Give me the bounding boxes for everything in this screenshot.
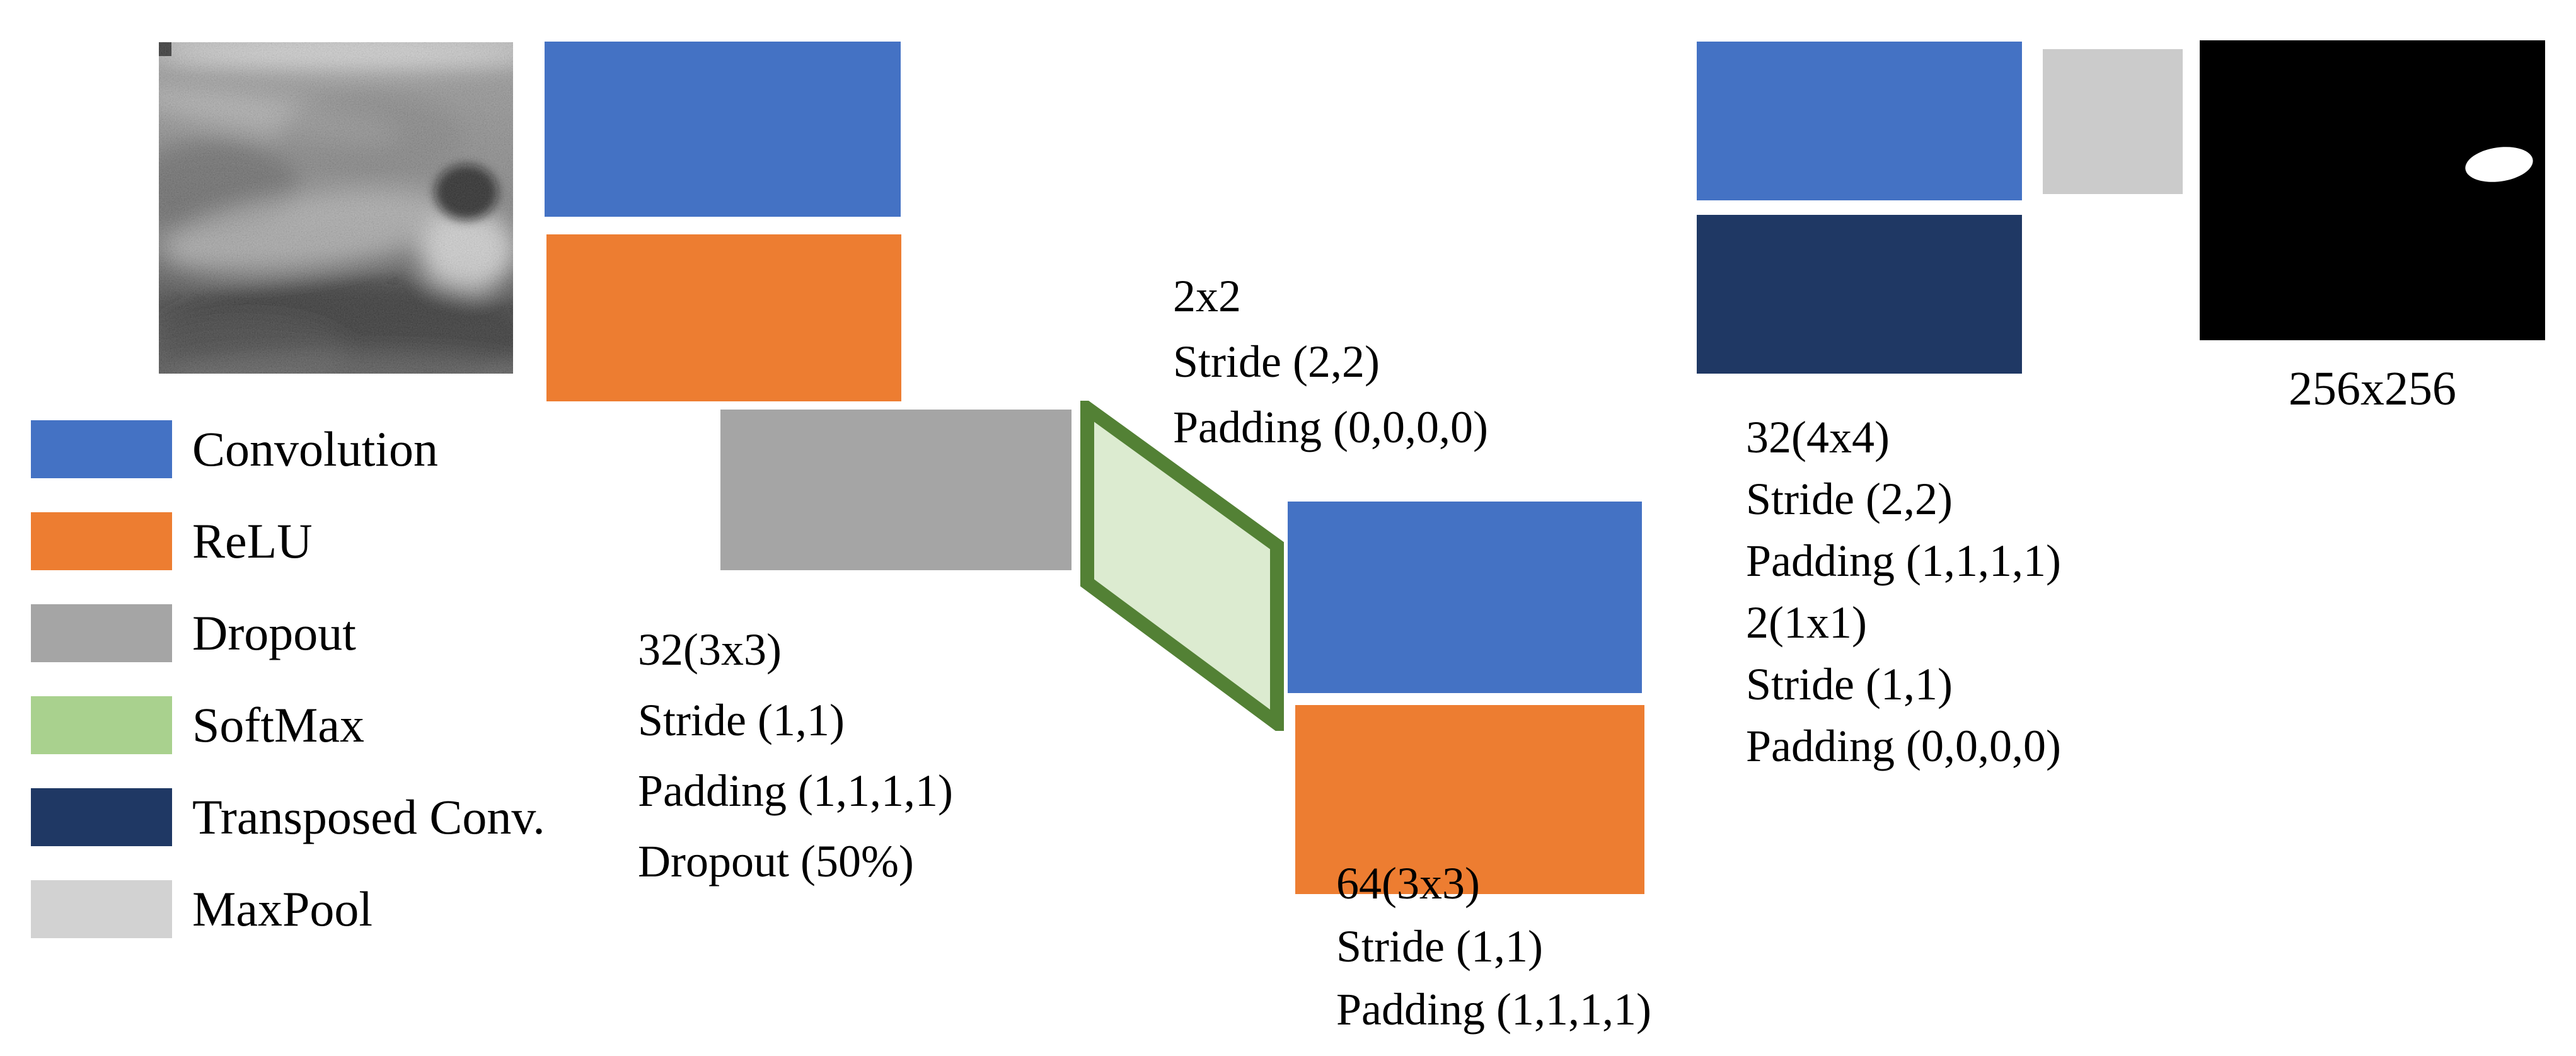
annotation-line: Padding (0,0,0,0) — [1746, 721, 2061, 771]
convolution-swatch-icon — [31, 420, 172, 478]
encoder1-relu-block — [546, 234, 901, 401]
softmax-shape-icon — [1080, 401, 1284, 731]
decoder-transposed-conv-block — [1697, 215, 2022, 374]
annotation-line: 64(3x3) — [1336, 858, 1480, 909]
annotation-line: 32(4x4) — [1746, 412, 1890, 462]
annotation-line: Padding (1,1,1,1) — [638, 766, 953, 816]
transposed-conv-swatch-icon — [31, 788, 172, 846]
relu-swatch-icon — [31, 512, 172, 570]
annotation-line: Dropout (50%) — [638, 836, 914, 887]
legend-label: SoftMax — [192, 697, 364, 752]
annotation-line: 32(3x3) — [638, 624, 782, 675]
annotation-line: 2(1x1) — [1746, 597, 1867, 648]
decoder-maxpool-block — [2043, 49, 2183, 194]
encoder1-dropout-block — [720, 410, 1071, 570]
annotation-line: Stride (2,2) — [1173, 336, 1380, 387]
legend-label: ReLU — [192, 514, 313, 568]
legend-label: Convolution — [192, 422, 439, 476]
legend-row-convolution: Convolution — [31, 420, 438, 478]
decoder-annotation: 32(4x4) Stride (2,2) Padding (1,1,1,1) 2… — [1746, 406, 2061, 777]
encoder1-annotation: 32(3x3) Stride (1,1) Padding (1,1,1,1) D… — [638, 614, 953, 897]
output-size-label: 256x256 — [2289, 362, 2456, 415]
annotation-line: Padding (0,0,0,0) — [1173, 402, 1488, 452]
annotation-line: Stride (1,1) — [1746, 659, 1953, 709]
mask-lesion-blob — [2465, 147, 2533, 182]
pool-annotation: 2x2 Stride (2,2) Padding (0,0,0,0) — [1173, 263, 1488, 460]
annotation-line: Padding (1,1,1,1) — [1336, 984, 1651, 1035]
annotation-line: Stride (1,1) — [638, 695, 845, 745]
dropout-swatch-icon — [31, 604, 172, 662]
annotation-line: Stride (1,1) — [1336, 921, 1543, 972]
legend-row-maxpool: MaxPool — [31, 880, 373, 938]
mask-background — [2200, 40, 2545, 340]
softmax-swatch-icon — [31, 696, 172, 754]
legend-label: Dropout — [192, 605, 356, 660]
softmax-parallelogram — [1080, 401, 1284, 731]
legend-row-dropout: Dropout — [31, 604, 356, 662]
encoder2-convolution-block — [1288, 502, 1642, 693]
legend-row-transposed-conv: Transposed Conv. — [31, 788, 545, 846]
legend-label: MaxPool — [192, 881, 373, 936]
ultrasound-input-image — [159, 42, 513, 374]
segmentation-mask-image — [2200, 40, 2545, 340]
encoder2-relu-block — [1295, 705, 1644, 894]
legend-row-softmax: SoftMax — [31, 696, 364, 754]
encoder1-convolution-block — [545, 42, 901, 217]
annotation-line: Stride (2,2) — [1746, 474, 1953, 524]
decoder-convolution-block — [1697, 42, 2022, 200]
legend-row-relu: ReLU — [31, 512, 313, 570]
legend-label: Transposed Conv. — [192, 789, 545, 844]
annotation-line: 2x2 — [1173, 271, 1241, 321]
encoder2-annotation: 64(3x3) Stride (1,1) Padding (1,1,1,1) — [1336, 852, 1651, 1041]
annotation-line: Padding (1,1,1,1) — [1746, 536, 2061, 586]
maxpool-swatch-icon — [31, 880, 172, 938]
